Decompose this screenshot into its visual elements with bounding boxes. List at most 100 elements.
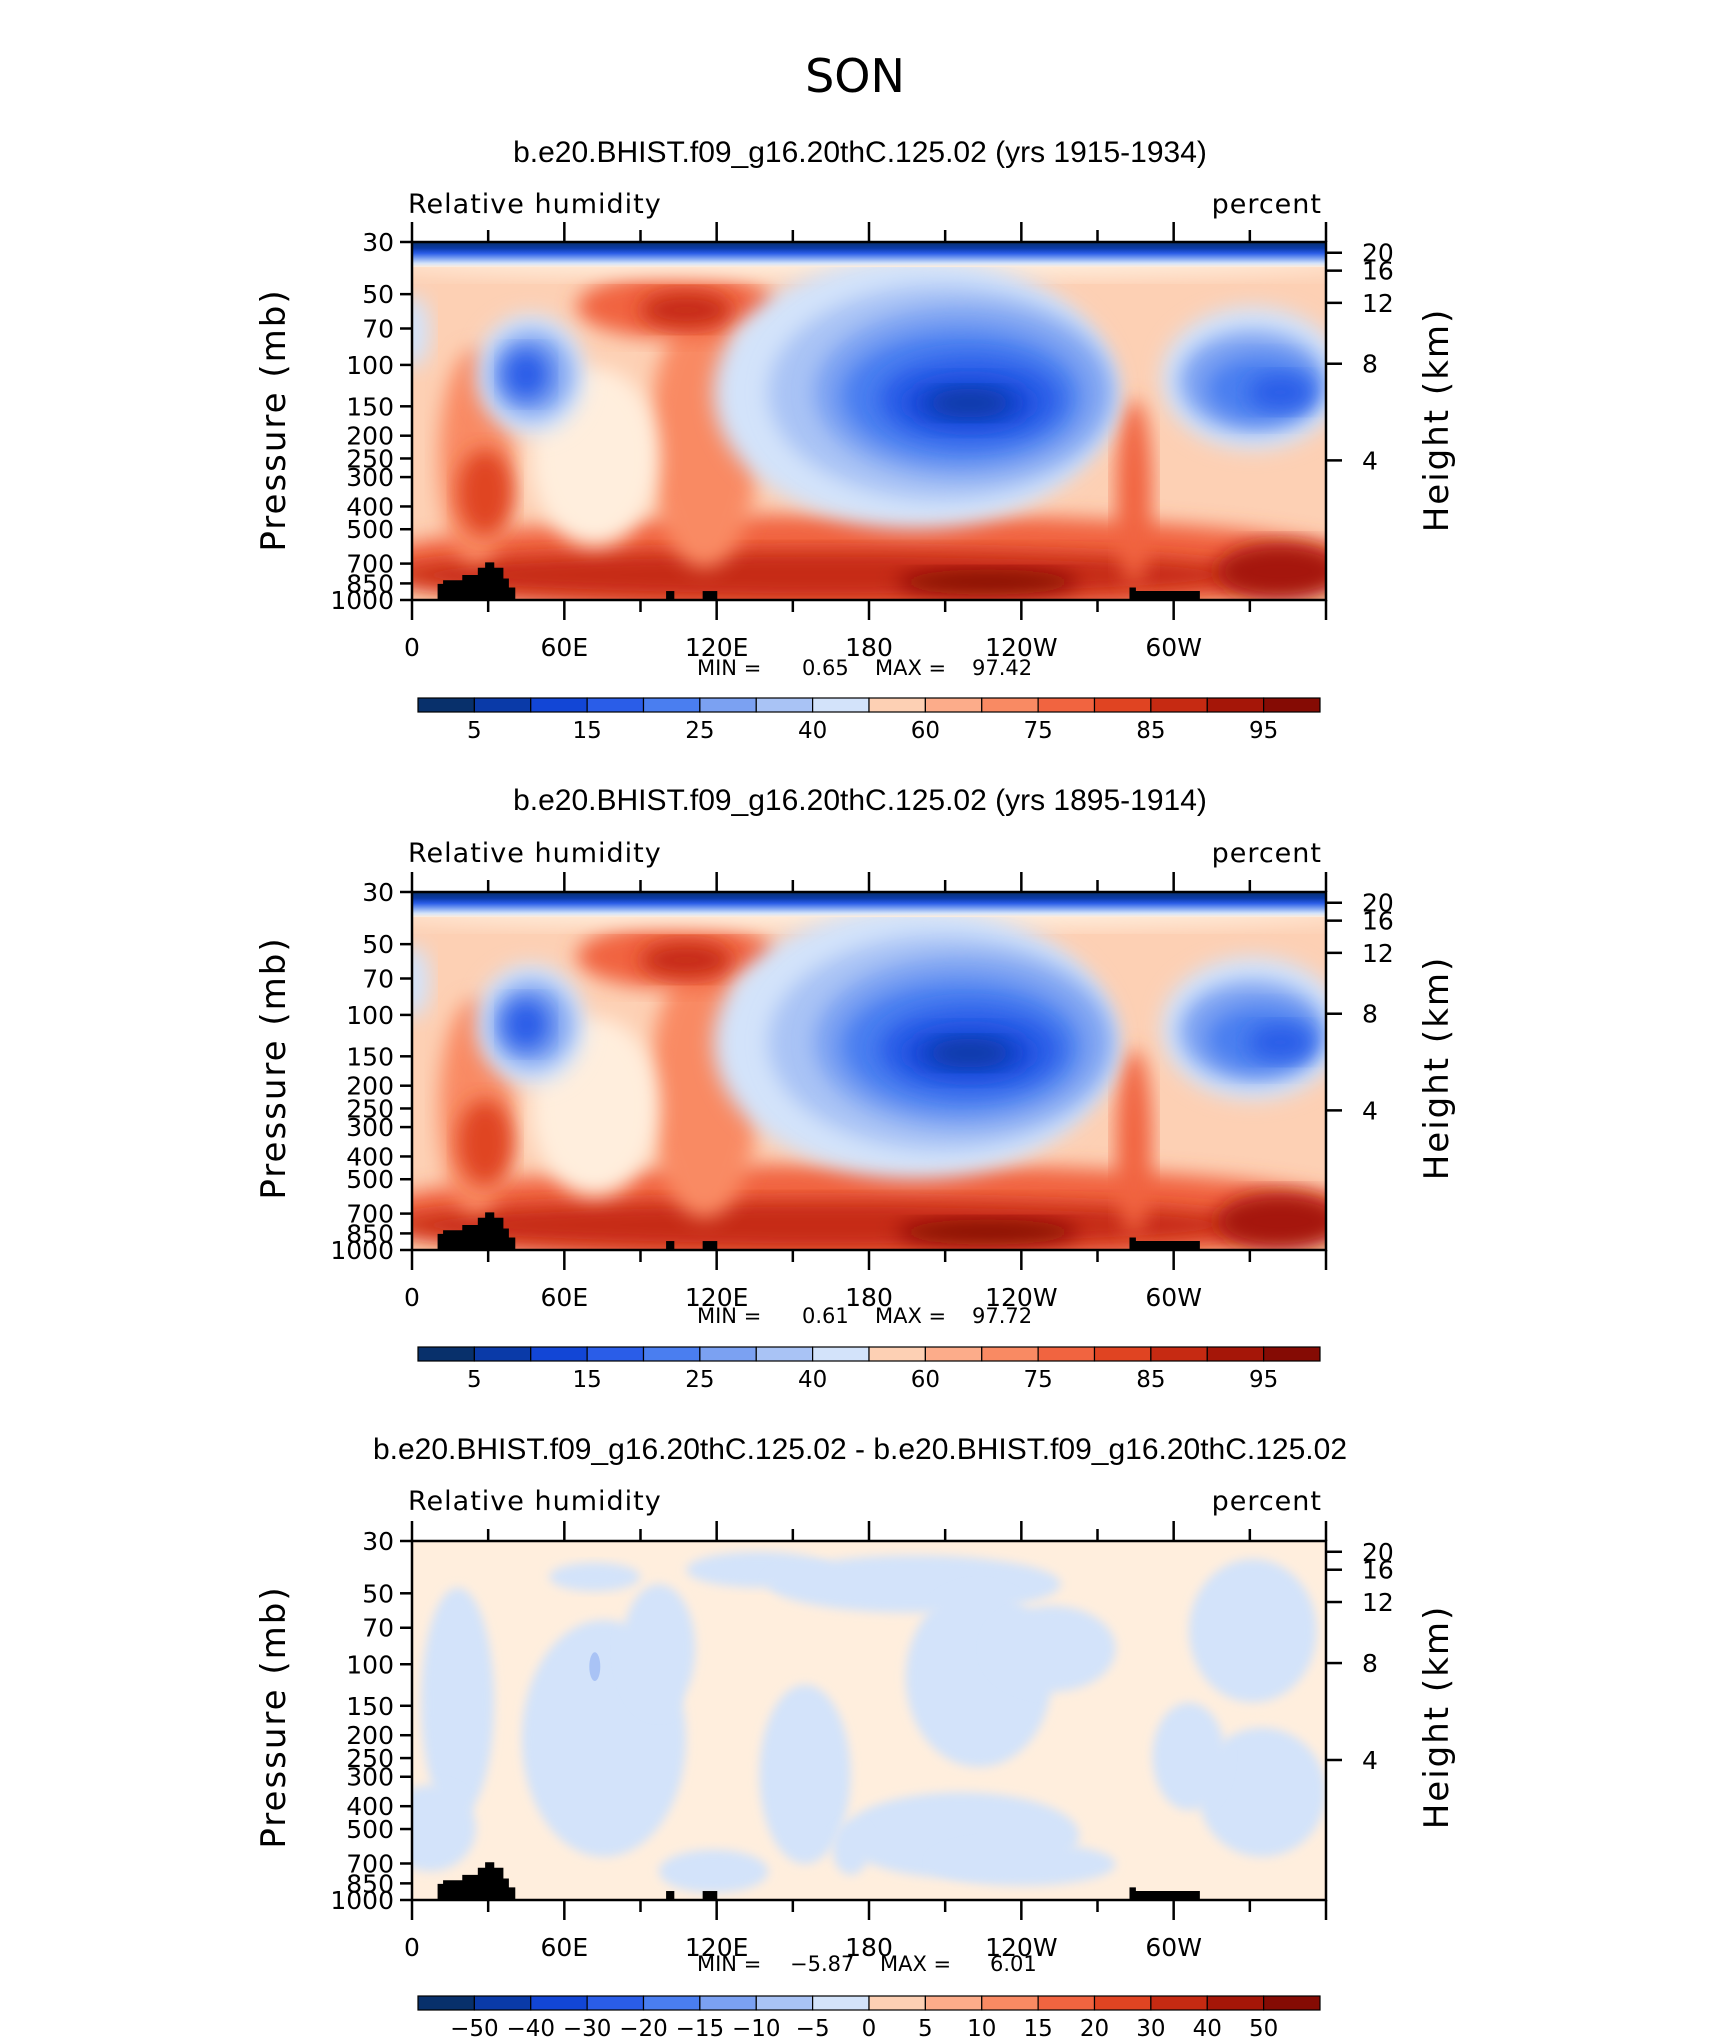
y-tick-label: 850 [346, 1219, 394, 1248]
y-tick-label: 100 [346, 351, 394, 380]
colorbar-swatch [981, 697, 1039, 713]
colorbar-swatch [699, 697, 757, 713]
colorbar-swatch [586, 1346, 645, 1362]
colorbar-swatch [868, 697, 926, 713]
colorbar-swatch [924, 697, 983, 713]
panel-2-x-ticks: 0 60E 120E 180 120W 60W [404, 872, 1328, 1312]
y-tick-label: 200 [346, 422, 394, 451]
y-tick-label: 700 [346, 1200, 394, 1229]
panel-1-min-value: 0.65 [802, 656, 849, 680]
colorbar-label: 50 [1249, 2016, 1278, 2038]
y-tick-label: 400 [346, 1142, 394, 1171]
panel-2: b.e20.BHIST.f09_g16.20thC.125.02 (yrs 18… [254, 784, 1457, 1393]
x-tick-label: 0 [404, 633, 420, 662]
y-tick-label: 700 [346, 550, 394, 579]
panel-3-right-label: percent [1212, 1486, 1322, 1517]
panel-1-ylabel: Pressure (mb) [254, 288, 294, 551]
colorbar-swatch [1093, 1995, 1152, 2011]
colorbar-label: 0 [862, 2016, 877, 2038]
topography-africa [437, 1212, 516, 1250]
colorbar-swatch [812, 1346, 870, 1362]
x-tick-label: 0 [404, 1933, 420, 1962]
x-tick-label: 60W [1145, 1933, 1202, 1962]
y-tick-label: 250 [346, 1744, 394, 1773]
y-tick-label: 500 [346, 1165, 394, 1194]
colorbar-label: 60 [911, 1367, 940, 1393]
panel-1-right-label: percent [1212, 189, 1322, 220]
topography-island [666, 1241, 675, 1250]
colorbar-swatch [868, 1995, 926, 2011]
colorbar-label: −15 [676, 2016, 725, 2038]
y-tick-label: 150 [346, 1042, 394, 1071]
colorbar-swatch [1263, 1346, 1321, 1362]
colorbar-label: 75 [1023, 1367, 1052, 1393]
y-tick-label: 50 [362, 930, 394, 959]
topography-island [702, 1241, 718, 1250]
colorbar-label: −30 [563, 2016, 612, 2038]
panel-2-min-value: 0.61 [802, 1304, 849, 1328]
colorbar-label: 30 [1136, 2016, 1165, 2038]
y-tick-label: 400 [346, 1792, 394, 1821]
x-tick-label: 60E [541, 633, 589, 662]
colorbar-swatch [1206, 697, 1265, 713]
y-tick-label: 500 [346, 515, 394, 544]
colorbar-label: 15 [572, 1367, 601, 1393]
y-tick-label: 1000 [330, 1236, 394, 1265]
y-tick-label: 250 [346, 444, 394, 473]
colorbar-swatch [642, 1346, 701, 1362]
colorbar-swatch [1150, 1995, 1208, 2011]
colorbar-swatch [473, 1995, 532, 2011]
colorbar-label: 5 [467, 1367, 482, 1393]
colorbar-swatch [530, 1346, 588, 1362]
y-tick-label: 70 [362, 1614, 394, 1643]
colorbar-label: −20 [619, 2016, 668, 2038]
y-tick-label-right: 4 [1362, 446, 1378, 475]
colorbar-label: 5 [467, 718, 482, 744]
y-tick-label-right: 8 [1362, 1000, 1378, 1029]
colorbar-swatch [755, 1995, 814, 2011]
y-tick-label: 500 [346, 1815, 394, 1844]
colorbar-swatch [981, 1346, 1039, 1362]
colorbar-swatch [1206, 1346, 1265, 1362]
topography-island [666, 591, 675, 600]
colorbar-label: 95 [1249, 1367, 1278, 1393]
y-tick-label: 850 [346, 1869, 394, 1898]
y-tick-label-right: 16 [1362, 907, 1394, 936]
x-tick-label: 60E [541, 1283, 589, 1312]
panel-1-max-label: MAX = [875, 656, 946, 680]
colorbar-label: 10 [967, 2016, 996, 2038]
y-tick-label-right: 12 [1362, 289, 1394, 318]
colorbar-label: −10 [732, 2016, 781, 2038]
y-tick-label: 150 [346, 392, 394, 421]
colorbar-swatch [417, 697, 475, 713]
colorbar-swatch [473, 697, 532, 713]
panel-3-min-value: −5.87 [790, 1952, 854, 1976]
panel-3-title: b.e20.BHIST.f09_g16.20thC.125.02 - b.e20… [373, 1433, 1347, 1466]
colorbar-label: 15 [572, 718, 601, 744]
colorbar-swatch [586, 1995, 645, 2011]
panel-3-max-label: MAX = [880, 1952, 951, 1976]
colorbar-swatch [755, 697, 814, 713]
panel-2-right-label: percent [1212, 838, 1322, 869]
colorbar-label: −50 [450, 2016, 499, 2038]
y-tick-label: 1000 [330, 586, 394, 615]
colorbar-swatch [417, 1346, 475, 1362]
colorbar-label: 60 [911, 718, 940, 744]
colorbar-swatch [812, 697, 870, 713]
panel-3-plot [410, 1539, 1328, 1902]
y-tick-label: 200 [346, 1072, 394, 1101]
topography-island [666, 1891, 675, 1900]
colorbar-label: 95 [1249, 718, 1278, 744]
x-tick-label: 60W [1145, 633, 1202, 662]
panel-3-x-ticks: 0 60E 120E 180 120W 60W [404, 1521, 1328, 1962]
y-tick-label: 300 [346, 1763, 394, 1792]
colorbar-label: 25 [685, 1367, 714, 1393]
colorbar-swatch [1150, 697, 1208, 713]
x-tick-label: 180 [845, 1283, 893, 1312]
panel-1-colorbar: 5 15 25 40 60 75 85 95 [417, 697, 1321, 744]
